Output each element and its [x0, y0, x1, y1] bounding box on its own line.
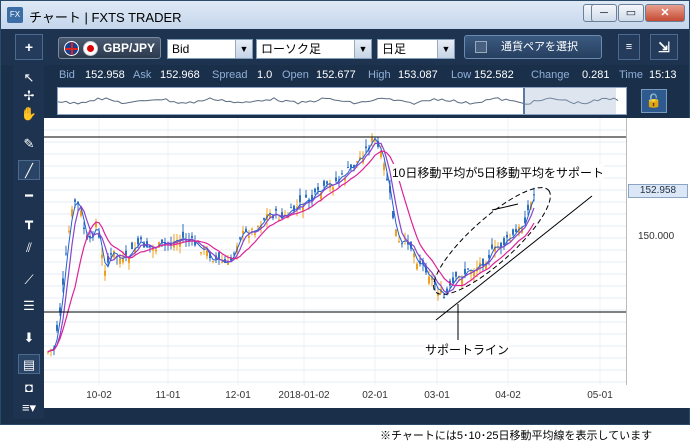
- chart-canvas: [44, 118, 626, 385]
- bid-value: 152.958: [85, 69, 125, 81]
- minimize-button[interactable]: ─: [591, 4, 617, 22]
- close-button[interactable]: ✕: [645, 4, 685, 22]
- change-value: 0.281: [582, 69, 610, 81]
- detach-button[interactable]: ⇲: [650, 34, 678, 60]
- x-tick-label: 03-01: [424, 390, 450, 401]
- add-button[interactable]: +: [15, 34, 43, 60]
- side-menu-button[interactable]: ≡: [618, 34, 640, 60]
- x-tick-label: 04-02: [495, 390, 521, 401]
- lock-icon[interactable]: 🔓: [641, 89, 667, 113]
- y-axis: [626, 118, 690, 385]
- window-title: チャート | FXTS TRADER: [29, 10, 182, 25]
- fibo-icon[interactable]: ☰: [23, 298, 35, 313]
- current-price-tag: 152.958: [628, 184, 688, 198]
- chevron-down-icon: ▼: [437, 40, 454, 58]
- timeframe-select[interactable]: 日足 ▼: [377, 39, 455, 59]
- crosshair-icon[interactable]: ✢: [23, 88, 35, 103]
- list-icon[interactable]: ▤: [18, 354, 40, 374]
- pair-label: GBP/JPY: [103, 41, 156, 55]
- pair-button[interactable]: GBP/JPY: [58, 37, 161, 59]
- drawing-toolbar: ↖ ✢ ✋ ✎ ╱ ━ ┳ ⫽ ⟋ ☰ ⬇ ▤ ◘ ≡▾: [13, 64, 44, 419]
- fibo-fan-icon[interactable]: ⟋: [24, 272, 34, 287]
- chevron-down-icon: ▼: [354, 40, 371, 58]
- checkbox-icon: [475, 41, 487, 53]
- pair-select-button[interactable]: 通貨ペアを選択: [464, 35, 602, 59]
- hand-icon[interactable]: ✋: [20, 106, 38, 121]
- x-tick-label: 11-01: [155, 390, 181, 401]
- hline-icon[interactable]: ━: [25, 188, 33, 203]
- ask-value: 152.968: [160, 69, 200, 81]
- pin-icon[interactable]: ✎: [23, 136, 35, 151]
- annotation-top: 10日移動平均が5日移動平均をサポート: [392, 164, 605, 181]
- footer-note: ※チャートには5･10･25日移動平均線を表示しています: [380, 430, 653, 442]
- open-value: 152.677: [316, 69, 356, 81]
- callout-arrow: [491, 203, 519, 211]
- chevron-down-icon: ▼: [235, 40, 252, 58]
- time-value: 15:13: [649, 69, 677, 81]
- annotation-bottom: サポートライン: [425, 341, 510, 358]
- navigator-bar[interactable]: [57, 87, 627, 115]
- channel-icon[interactable]: ⫽: [26, 240, 32, 255]
- price-chart[interactable]: [44, 118, 690, 408]
- navigator-window[interactable]: [523, 88, 616, 114]
- jp-flag-icon: [83, 41, 98, 56]
- fx-app-icon: FX: [7, 7, 23, 23]
- download-icon[interactable]: ⬇: [23, 330, 35, 345]
- y-tick-label: 150.000: [638, 231, 675, 242]
- chart-type-select[interactable]: ローソク足 ▼: [256, 39, 372, 59]
- x-tick-label: 2018-01-02: [278, 390, 330, 401]
- support-trendline[interactable]: [435, 195, 593, 321]
- x-tick-label: 02-01: [362, 390, 388, 401]
- highlight-ellipse: [433, 187, 551, 295]
- uk-flag-icon: [64, 41, 79, 56]
- high-value: 153.087: [398, 69, 438, 81]
- x-tick-label: 12-01: [225, 390, 251, 401]
- x-tick-label: 10-02: [86, 390, 112, 401]
- vline-icon[interactable]: ┳: [25, 214, 33, 229]
- title-bar: FX チャート | FXTS TRADER ▾ ─ ▭ ✕: [1, 1, 689, 29]
- price-type-select[interactable]: Bid ▼: [167, 39, 253, 59]
- x-tick-label: 05-01: [587, 390, 613, 401]
- maximize-button[interactable]: ▭: [618, 4, 644, 22]
- camera-icon[interactable]: ◘: [25, 380, 33, 395]
- x-axis: 10-02 11-01 12-01 2018-01-02 02-01 03-01…: [44, 385, 626, 407]
- trendline-icon[interactable]: ╱: [18, 160, 40, 180]
- spread-value: 1.0: [257, 69, 273, 81]
- low-value: 152.582: [474, 69, 514, 81]
- arrow-icon[interactable]: ↖: [23, 70, 35, 85]
- toolbar: + GBP/JPY Bid ▼ ローソク足 ▼ 日足 ▼ 通貨ペアを選択 ≡ ⇲: [1, 29, 689, 65]
- quote-bar: Bid 152.958 Ask 152.968 Spread 1.0 Open …: [45, 65, 689, 85]
- menu-icon[interactable]: ≡▾: [21, 400, 37, 415]
